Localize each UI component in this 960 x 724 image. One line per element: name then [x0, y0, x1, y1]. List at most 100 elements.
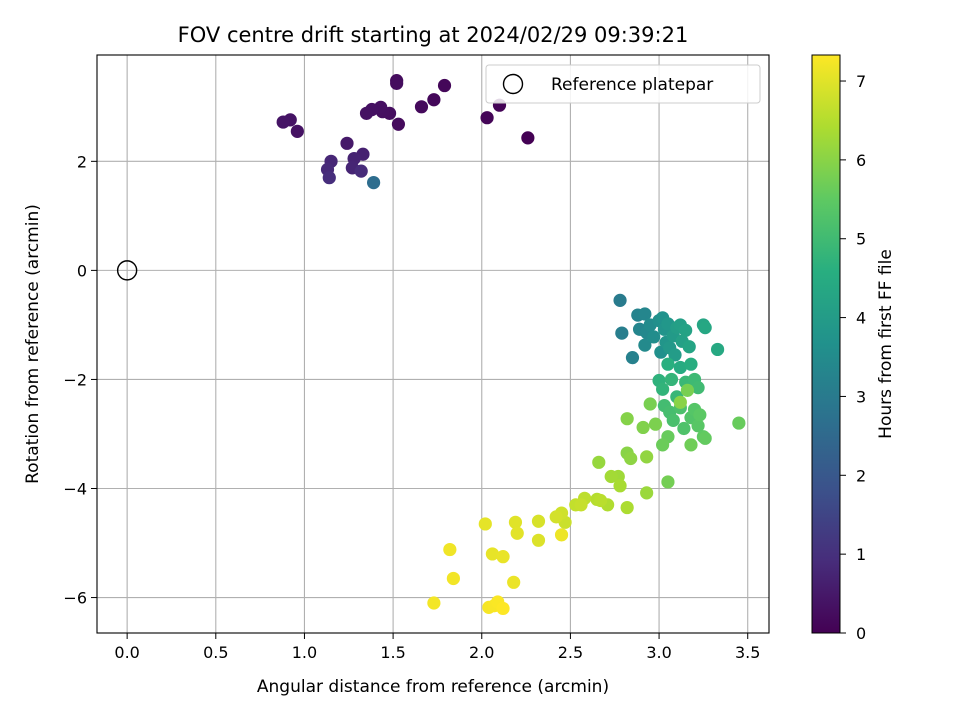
reference-platepar-marker: [116, 260, 138, 281]
x-axis-ticks: 0.0 0.5 1.0 1.5 2.0 2.5 3.0 3.5: [114, 633, 760, 662]
data-point: [732, 416, 746, 430]
data-point: [604, 469, 618, 484]
x-tick-label: 1.0: [292, 643, 317, 662]
y-tick-label: 0: [77, 261, 87, 280]
data-point: [673, 360, 687, 375]
data-point: [620, 412, 634, 426]
legend-box: [485, 64, 761, 104]
reference-marker-layer: [116, 260, 138, 281]
data-point: [510, 526, 524, 540]
data-point: [698, 431, 712, 445]
data-point: [680, 383, 695, 397]
data-point: [437, 78, 452, 93]
colorbar-tick-label: 7: [856, 72, 866, 91]
data-point: [698, 321, 712, 335]
x-tick-label: 2.0: [469, 643, 494, 662]
data-point: [638, 307, 652, 321]
data-point: [638, 338, 652, 352]
colorbar-tick-label: 1: [856, 545, 866, 564]
data-point: [684, 357, 698, 371]
legend: Reference platepar: [485, 64, 761, 104]
colorbar: 0 1 2 3 4 5 6 7 Hours from first FF file: [811, 54, 896, 643]
data-point: [625, 351, 640, 365]
x-tick-label: 3.5: [735, 643, 760, 662]
data-point: [391, 117, 406, 131]
x-tick-label: 0.0: [114, 643, 139, 662]
colorbar-tick-label: 3: [856, 387, 866, 406]
data-point: [691, 419, 705, 433]
data-point: [290, 124, 304, 138]
data-point: [531, 533, 546, 547]
data-point: [636, 420, 650, 435]
data-point: [682, 340, 696, 354]
grid-lines: [97, 55, 769, 633]
data-points: [276, 74, 746, 616]
colorbar-label: Hours from first FF file: [876, 249, 896, 439]
data-point: [354, 164, 368, 178]
data-point: [668, 348, 682, 362]
data-point: [507, 575, 521, 589]
data-point: [508, 515, 523, 529]
y-tick-label: 2: [77, 152, 87, 171]
data-point: [443, 542, 457, 557]
x-tick-label: 1.5: [380, 643, 405, 662]
legend-entry-label: Reference platepar: [551, 75, 713, 95]
data-point: [414, 100, 429, 114]
data-point: [359, 106, 374, 120]
data-point: [390, 76, 404, 90]
data-point: [592, 455, 606, 469]
data-point: [673, 395, 687, 409]
data-point: [640, 486, 654, 500]
colorbar-gradient: [811, 54, 841, 634]
data-point: [574, 498, 588, 512]
x-axis-label: Angular distance from reference (arcmin): [257, 677, 609, 697]
y-axis-label: Rotation from reference (arcmin): [23, 204, 43, 484]
data-point: [693, 408, 707, 422]
data-point: [340, 136, 354, 150]
colorbar-tick-label: 6: [856, 151, 866, 170]
data-point: [647, 330, 661, 344]
data-point: [593, 493, 608, 508]
data-point: [648, 417, 663, 431]
x-tick-label: 2.5: [558, 643, 583, 662]
data-point: [640, 450, 654, 464]
x-tick-label: 3.0: [646, 643, 671, 662]
data-point: [478, 517, 492, 531]
data-point: [710, 342, 725, 357]
data-point: [691, 381, 705, 395]
data-point: [531, 514, 546, 528]
data-point: [613, 293, 627, 307]
data-point: [643, 397, 657, 411]
data-point: [613, 479, 627, 493]
y-tick-label: −2: [63, 370, 87, 389]
data-point: [664, 372, 679, 387]
x-tick-label: 0.5: [203, 643, 228, 662]
data-point: [549, 510, 563, 524]
data-point: [615, 326, 629, 340]
colorbar-ticks: 0 1 2 3 4 5 6 7: [840, 72, 866, 643]
data-point: [521, 131, 535, 145]
data-point: [624, 451, 638, 466]
data-point: [554, 528, 569, 542]
colorbar-tick-label: 0: [856, 624, 866, 643]
data-point: [496, 601, 510, 616]
data-point: [367, 175, 381, 190]
colorbar-tick-label: 5: [856, 230, 866, 249]
y-axis-ticks: −6 −4 −2 0 2: [63, 152, 97, 608]
legend-marker-icon: [502, 73, 524, 95]
data-point: [656, 382, 670, 396]
data-point: [322, 171, 336, 185]
data-point: [427, 93, 441, 107]
data-point: [620, 500, 634, 515]
chart-title: FOV centre drift starting at 2024/02/29 …: [178, 23, 689, 47]
data-point: [661, 357, 675, 371]
data-point: [679, 323, 693, 337]
data-point: [661, 475, 675, 489]
data-point: [666, 413, 680, 427]
data-point: [677, 421, 691, 436]
colorbar-tick-label: 2: [856, 466, 866, 485]
data-point: [684, 438, 698, 452]
y-tick-label: −6: [63, 589, 87, 608]
